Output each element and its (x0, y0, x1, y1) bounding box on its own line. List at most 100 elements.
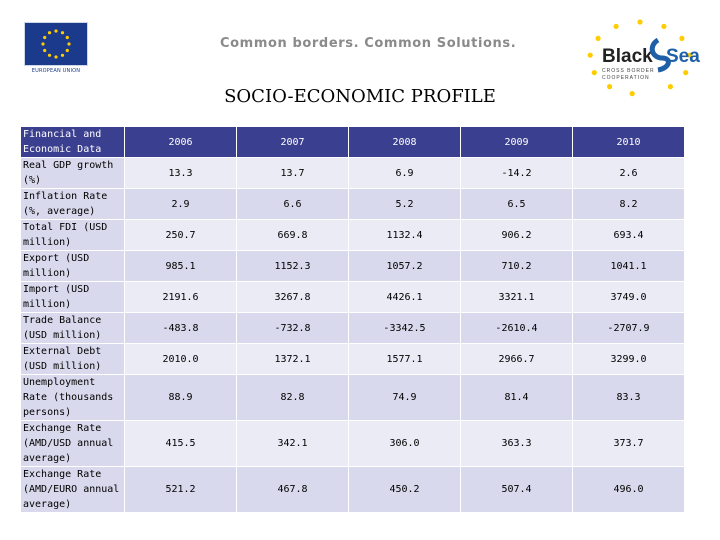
table-cell: 13.7 (236, 157, 349, 189)
table-cell: 710.2 (460, 250, 573, 282)
star-icon (591, 70, 597, 76)
star-icon (629, 91, 635, 97)
star-icon (607, 84, 613, 90)
year-header: 2010 (572, 126, 685, 158)
star-icon (47, 31, 52, 35)
table-cell: 4426.1 (348, 281, 461, 313)
star-icon (65, 35, 69, 40)
star-icon (41, 42, 45, 46)
seahorse-icon (649, 37, 671, 73)
table-cell: 363.3 (460, 420, 573, 467)
table-cell: 1057.2 (348, 250, 461, 282)
table-cell: -483.8 (124, 312, 237, 344)
table-cell: 1152.3 (236, 250, 349, 282)
table-cell: 669.8 (236, 219, 349, 251)
table-row: Exchange Rate (AMD/USD annual average) 41… (20, 420, 685, 467)
table-cell: -732.8 (236, 312, 349, 344)
logo-line1: CROSS BORDER (602, 68, 655, 74)
row-label: Real GDP growth (%) (20, 157, 125, 189)
year-header: 2008 (348, 126, 461, 158)
star-icon (687, 52, 693, 58)
table-cell: 13.3 (124, 157, 237, 189)
row-label: Import (USD million) (20, 281, 125, 313)
table-cell: 250.7 (124, 219, 237, 251)
table-cell: 450.2 (348, 466, 461, 513)
table-cell: -14.2 (460, 157, 573, 189)
row-label: Unemployment Rate (thousands persons) (20, 374, 125, 421)
table-cell: 467.8 (236, 466, 349, 513)
row-label: Exchange Rate (AMD/USD annual average) (20, 420, 125, 467)
table-cell: 2191.6 (124, 281, 237, 313)
table-cell: 521.2 (124, 466, 237, 513)
table-cell: 1372.1 (236, 343, 349, 375)
table-cell: 496.0 (572, 466, 685, 513)
table-row: Exchange Rate (AMD/EURO annual average) 5… (20, 466, 685, 513)
table-cell: 373.7 (572, 420, 685, 467)
table-cell: -2610.4 (460, 312, 573, 344)
logo-line2: COOPERATION (602, 75, 650, 81)
logo-word-black: Black (602, 46, 653, 67)
star-icon (667, 84, 673, 90)
row-label: External Debt (USD million) (20, 343, 125, 375)
year-header: 2007 (236, 126, 349, 158)
table-header-row: Financial and Economic Data 2006 2007 20… (20, 126, 685, 158)
table-row: External Debt (USD million) 2010.0 1372.1 1… (20, 343, 685, 375)
table-cell: 2966.7 (460, 343, 573, 375)
star-icon (54, 29, 58, 33)
star-icon (43, 48, 47, 53)
header-label: Financial and Economic Data (20, 126, 125, 158)
year-header: 2006 (124, 126, 237, 158)
year-header: 2009 (460, 126, 573, 158)
table-cell: 6.9 (348, 157, 461, 189)
row-label: Total FDI (USD million) (20, 219, 125, 251)
table-cell: 985.1 (124, 250, 237, 282)
table-cell: 693.4 (572, 219, 685, 251)
table-cell: 1132.4 (348, 219, 461, 251)
table-cell: 5.2 (348, 188, 461, 220)
table-row: Export (USD million) 985.1 1152.3 1057.2 710… (20, 250, 685, 282)
table-row: Total FDI (USD million) 250.7 669.8 1132.4 9… (20, 219, 685, 251)
table-cell: -2707.9 (572, 312, 685, 344)
table-row: Real GDP growth (%) 13.3 13.7 6.9 -14.2 2.6 (20, 157, 685, 189)
table-cell: 82.8 (236, 374, 349, 421)
table-row: Import (USD million) 2191.6 3267.8 4426.1 33… (20, 281, 685, 313)
tagline: Common borders. Common Solutions. (220, 36, 517, 51)
logo-word-sea: Sea (666, 46, 700, 67)
table-cell: 3299.0 (572, 343, 685, 375)
star-icon (661, 23, 667, 29)
table-row: Unemployment Rate (thousands persons) 88.… (20, 374, 685, 421)
eu-flag-icon (24, 22, 88, 66)
star-icon (595, 35, 601, 41)
row-label: Exchange Rate (AMD/EURO annual average) (20, 466, 125, 513)
star-icon (47, 53, 52, 57)
star-icon (679, 35, 685, 41)
page-title: SOCIO-ECONOMIC PROFILE (224, 86, 496, 107)
table-cell: 74.9 (348, 374, 461, 421)
table-cell: 3267.8 (236, 281, 349, 313)
table-cell: 306.0 (348, 420, 461, 467)
table-cell: 6.5 (460, 188, 573, 220)
table-cell: 3749.0 (572, 281, 685, 313)
table-cell: 81.4 (460, 374, 573, 421)
star-icon (65, 48, 69, 53)
eu-caption: EUROPEAN UNION (31, 68, 81, 74)
row-label: Trade Balance (USD million) (20, 312, 125, 344)
star-icon (683, 70, 689, 76)
table-cell: 2010.0 (124, 343, 237, 375)
table-cell: 415.5 (124, 420, 237, 467)
table-cell: 342.1 (236, 420, 349, 467)
star-icon (587, 52, 593, 58)
table-cell: 1577.1 (348, 343, 461, 375)
table-cell: 906.2 (460, 219, 573, 251)
table-cell: 507.4 (460, 466, 573, 513)
table-cell: 2.9 (124, 188, 237, 220)
table-cell: 2.6 (572, 157, 685, 189)
row-label: Export (USD million) (20, 250, 125, 282)
blacksea-logo-icon: Black Sea CROSS BORDER COOPERATION (578, 14, 708, 102)
star-icon (54, 55, 58, 59)
table-cell: 8.2 (572, 188, 685, 220)
table-cell: 1041.1 (572, 250, 685, 282)
table-row: Inflation Rate (%, average) 2.9 6.6 5.2 6.5 8… (20, 188, 685, 220)
eu-logo: EUROPEAN UNION (24, 22, 88, 74)
row-label: Inflation Rate (%, average) (20, 188, 125, 220)
